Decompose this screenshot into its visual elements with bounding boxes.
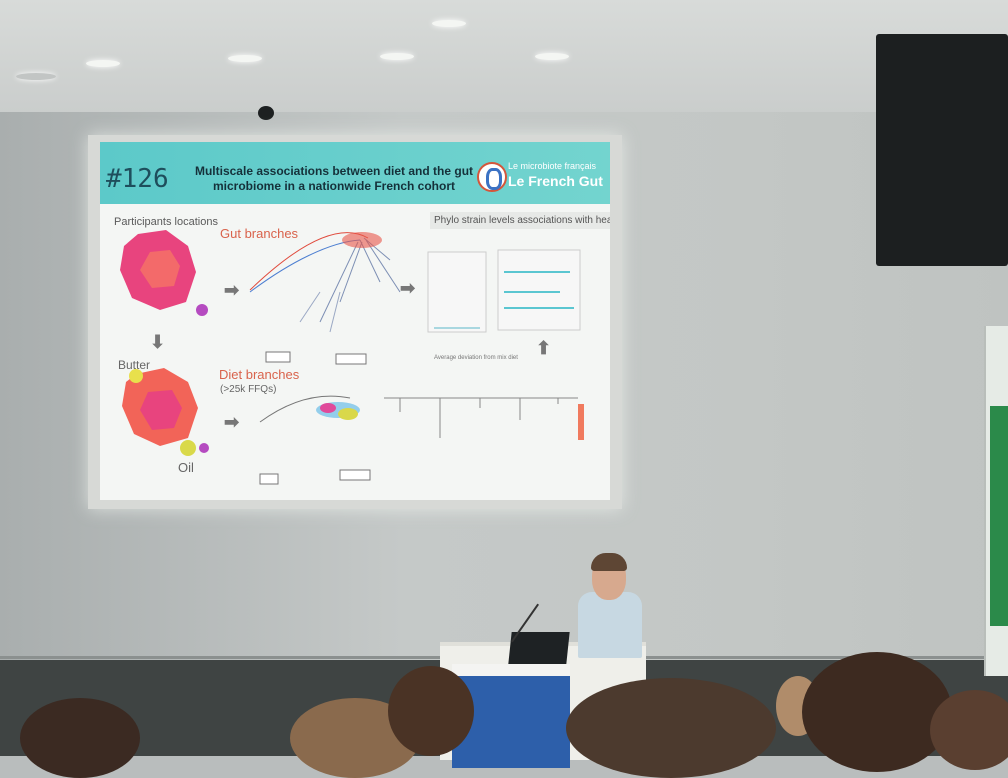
- audience-head: [566, 678, 776, 778]
- security-camera: [258, 106, 274, 120]
- ceiling-light: [535, 53, 569, 60]
- side-poster: [984, 326, 1008, 676]
- ceiling-vent: [16, 73, 56, 80]
- ceiling-light: [228, 55, 262, 62]
- ceiling-light: [380, 53, 414, 60]
- loudspeaker: [876, 34, 1008, 266]
- laptop: [508, 632, 570, 664]
- average-deviation-label: Average deviation from mix diet: [434, 355, 518, 361]
- arrow-right-icon: ➡: [400, 278, 416, 298]
- phylo-plots: [427, 249, 581, 333]
- butter-label: Butter: [118, 358, 151, 372]
- ceiling-light: [86, 60, 120, 67]
- arrow-right-icon: ➡: [224, 280, 240, 300]
- diet-branches-label: Diet branches: [219, 367, 300, 382]
- slide-figures: [120, 230, 584, 485]
- arrow-up-icon: ⬆: [536, 338, 552, 358]
- ceiling-light: [432, 20, 466, 27]
- france-map-top: [120, 230, 208, 316]
- audience-head: [20, 698, 140, 778]
- oil-label: Oil: [178, 460, 194, 475]
- arrow-down-icon: ⬇: [150, 332, 166, 352]
- speaker-hair: [591, 553, 627, 571]
- brand-name: Le French Gut: [508, 173, 603, 189]
- brand-subtitle: Le microbiote français: [508, 161, 597, 171]
- audience-head: [802, 652, 952, 772]
- france-map-bottom: [122, 368, 209, 456]
- audience-head: [388, 666, 474, 756]
- phylo-label: Phylo strain levels associations with he…: [430, 212, 610, 229]
- presentation-slide: #126 Multiscale associations between die…: [100, 142, 610, 500]
- gut-branches-plot: [249, 232, 401, 333]
- speaker-person: [578, 592, 642, 658]
- slide-header: #126 Multiscale associations between die…: [100, 142, 610, 204]
- audience-head: [930, 690, 1008, 770]
- gut-branches-label: Gut branches: [220, 226, 299, 241]
- slide-number: #126: [106, 164, 169, 194]
- ffq-label: (>25k FFQs): [220, 384, 277, 395]
- diet-branches-plot: [259, 351, 371, 485]
- average-deviation-plot: [384, 397, 584, 440]
- ceiling: [0, 0, 1008, 122]
- arrow-right-icon: ➡: [224, 412, 240, 432]
- slide-title: Multiscale associations between diet and…: [194, 164, 474, 193]
- gut-logo-icon: [477, 162, 507, 192]
- participants-label: Participants locations: [114, 216, 218, 228]
